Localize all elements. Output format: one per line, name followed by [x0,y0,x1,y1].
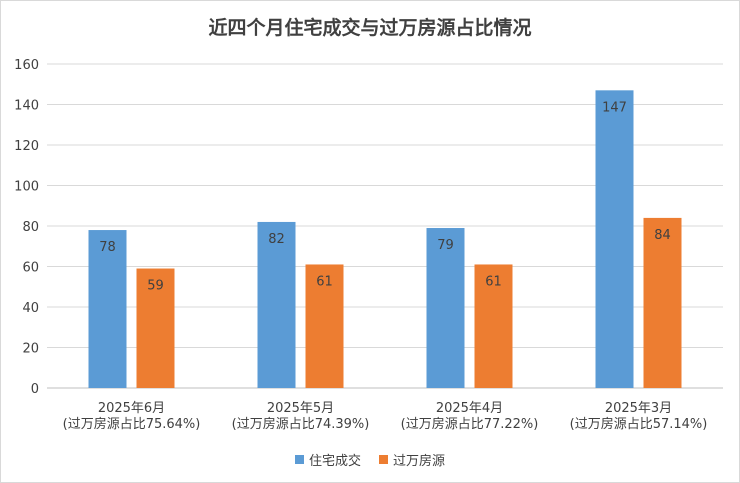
legend-swatch-series-2 [379,455,388,464]
data-label: 59 [147,279,164,294]
y-tick-label: 40 [22,301,39,316]
y-tick-label: 120 [14,139,39,154]
bar-over-10k-listings [643,217,682,388]
legend: 住宅成交 过万房源 [1,450,739,469]
legend-swatch-series-1 [294,455,304,464]
y-tick-label: 140 [14,99,39,114]
bar-over-10k-listings [305,264,344,388]
bar-residential-sales [595,90,634,388]
x-tick-label: (过万房源占比77.22%) [401,416,539,432]
bar-residential-sales [88,230,127,388]
bar-residential-sales [257,221,296,388]
x-tick-label: (过万房源占比75.64%) [63,416,201,432]
data-label: 78 [99,240,116,255]
data-label: 61 [316,274,333,289]
bar-chart: 02040608010012014016078592025年6月(过万房源占比7… [14,58,723,432]
legend-item-series-1: 住宅成交 [294,450,361,469]
data-label: 82 [268,232,285,247]
bar-over-10k-listings [474,264,513,388]
legend-label-series-1: 住宅成交 [308,454,361,469]
x-tick-label: (过万房源占比74.39%) [232,416,370,432]
y-tick-label: 60 [22,261,39,276]
x-tick-label: 2025年5月 [267,401,334,416]
data-label: 147 [602,100,627,115]
y-tick-label: 160 [14,58,39,73]
x-tick-label: 2025年6月 [98,401,165,416]
chart-title: 近四个月住宅成交与过万房源占比情况 [208,17,532,39]
data-label: 84 [654,228,671,243]
data-label: 79 [437,238,454,253]
y-tick-label: 100 [14,180,39,195]
y-tick-label: 0 [31,382,39,397]
bar-residential-sales [426,228,465,388]
x-tick-label: (过万房源占比57.14%) [570,416,708,432]
data-label: 61 [485,274,502,289]
legend-item-series-2: 过万房源 [379,450,445,469]
x-tick-label: 2025年4月 [436,401,503,416]
y-tick-label: 80 [22,220,39,235]
x-tick-label: 2025年3月 [605,401,672,416]
y-tick-label: 20 [22,342,39,357]
legend-label-series-2: 过万房源 [393,454,446,469]
bar-over-10k-listings [136,268,175,388]
